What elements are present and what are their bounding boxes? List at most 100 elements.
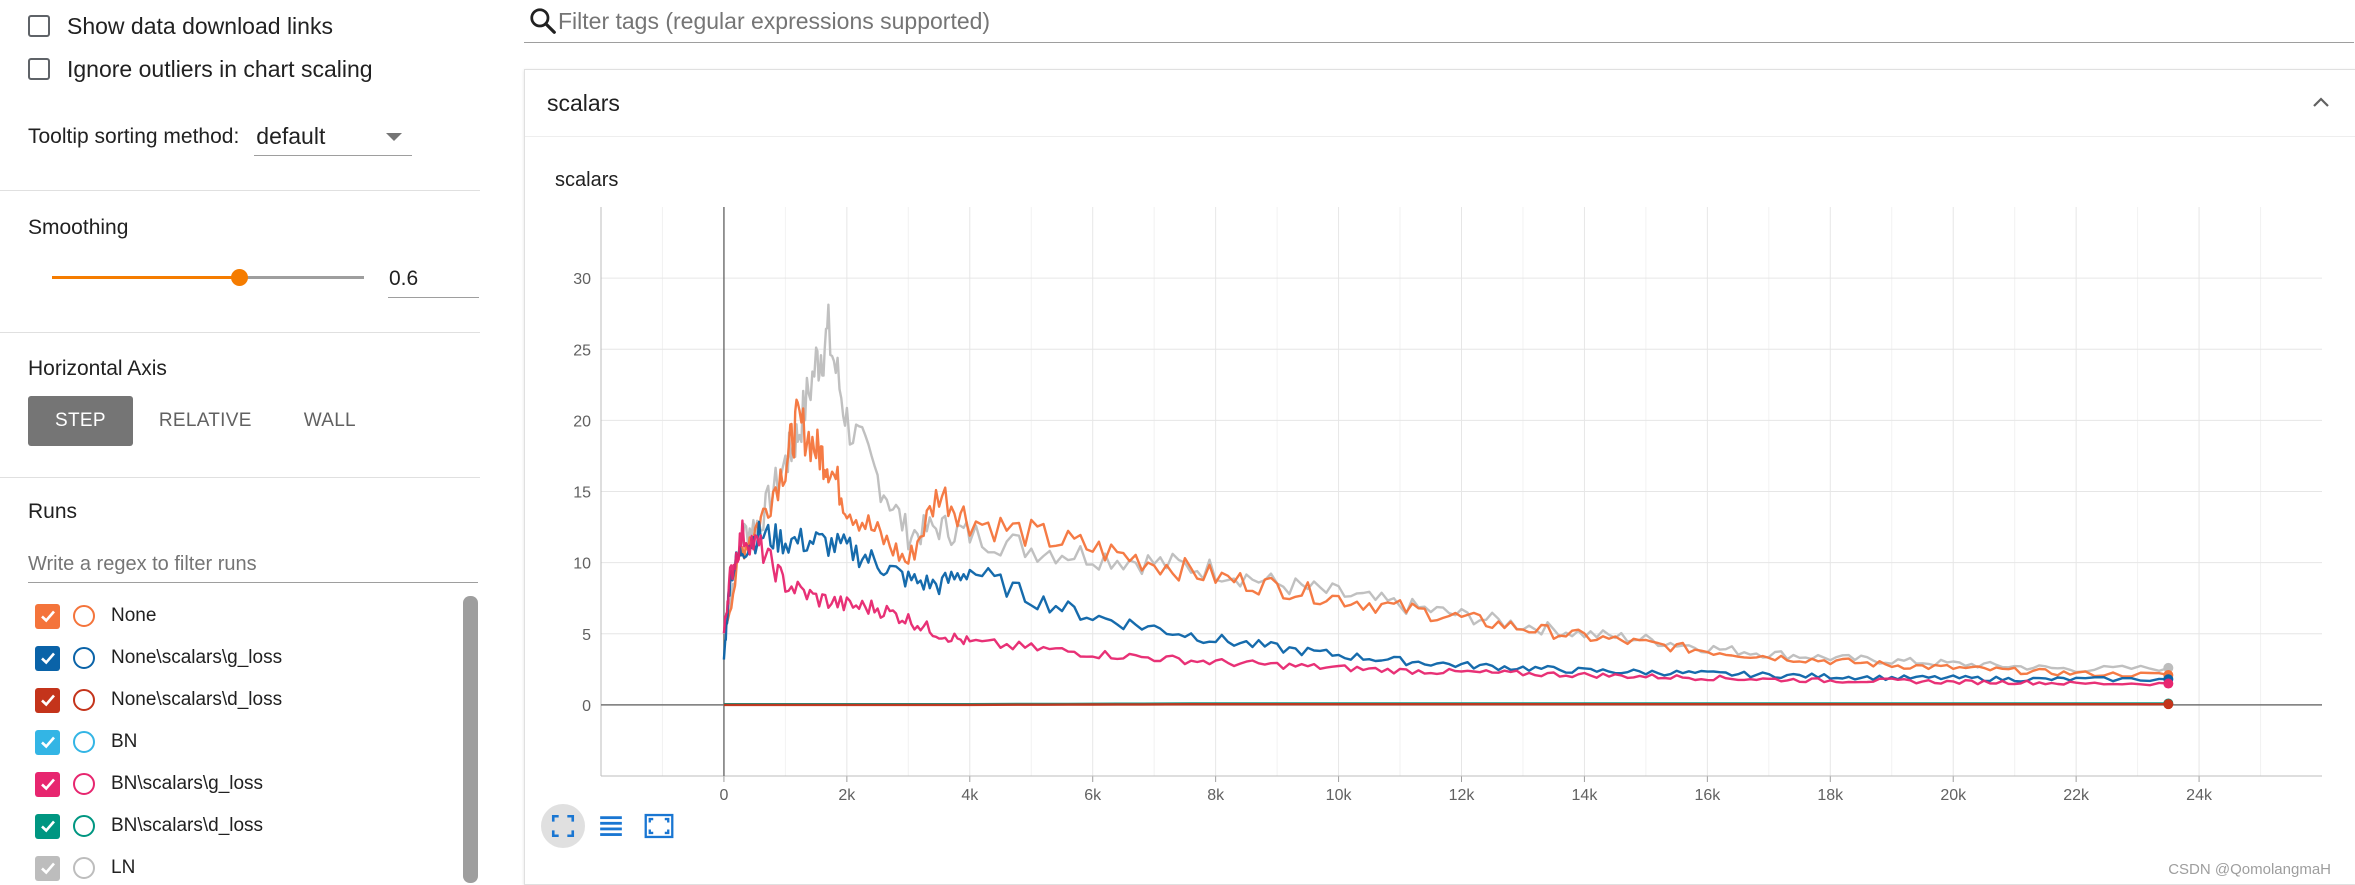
divider	[0, 332, 480, 333]
smoothing-input[interactable]: 0.6	[388, 261, 479, 298]
x-tick-label: 20k	[1940, 787, 1967, 800]
chevron-down-icon	[386, 132, 403, 141]
series-line	[722, 519, 2169, 687]
run-label: None\scalars\d_loss	[111, 689, 283, 710]
y-tick-label: 10	[573, 556, 591, 573]
horizontal-axis-title: Horizontal Axis	[28, 357, 167, 380]
series-end-point	[2163, 662, 2174, 673]
run-color-circle[interactable]	[73, 857, 95, 879]
check-icon	[40, 820, 55, 833]
y-tick-label: 5	[582, 627, 591, 644]
x-tick-label: 14k	[1572, 787, 1599, 800]
smoothing-slider[interactable]	[52, 269, 364, 286]
x-tick-label: 22k	[2063, 787, 2090, 800]
tag-filter-input[interactable]: Filter tags (regular expressions support…	[558, 7, 991, 34]
run-label: BN	[111, 731, 138, 752]
zoom-fit-icon	[644, 813, 674, 839]
runs-filter-input[interactable]: Write a regex to filter runs	[28, 546, 478, 583]
x-tick-label: 2k	[838, 787, 856, 800]
run-checkbox[interactable]	[35, 855, 60, 881]
check-icon	[40, 736, 55, 749]
run-color-circle[interactable]	[73, 731, 95, 753]
slider-fill	[52, 276, 240, 279]
ignore-outliers-label: Ignore outliers in chart scaling	[67, 55, 373, 82]
list-icon	[600, 816, 622, 836]
ignore-outliers-checkbox-row[interactable]: Ignore outliers in chart scaling	[28, 53, 373, 85]
card-header[interactable]: scalars	[525, 70, 2355, 137]
run-label: None\scalars\g_loss	[111, 647, 283, 668]
run-checkbox[interactable]	[35, 729, 60, 755]
smoothing-title: Smoothing	[28, 216, 129, 239]
run-checkbox[interactable]	[35, 603, 60, 629]
x-tick-label: 0	[719, 787, 728, 800]
run-color-circle[interactable]	[73, 815, 95, 837]
series-end-point	[2163, 699, 2174, 710]
y-tick-label: 20	[573, 413, 591, 430]
divider	[0, 477, 480, 478]
tag-filter-bar[interactable]: Filter tags (regular expressions support…	[524, 0, 2354, 43]
check-icon	[40, 694, 55, 707]
run-label: BN\scalars\d_loss	[111, 815, 264, 836]
run-color-circle[interactable]	[73, 689, 95, 711]
run-checkbox[interactable]	[35, 771, 60, 797]
run-color-circle[interactable]	[73, 605, 95, 627]
run-row[interactable]: LN	[35, 852, 135, 884]
x-tick-label: 4k	[961, 787, 979, 800]
run-color-circle[interactable]	[73, 773, 95, 795]
check-icon	[40, 652, 55, 665]
run-row[interactable]: None	[35, 600, 156, 632]
series-end-point	[2163, 678, 2174, 689]
run-row[interactable]: None\scalars\d_loss	[35, 684, 282, 716]
x-tick-label: 16k	[1694, 787, 1721, 800]
axis-wall-button[interactable]: WALL	[303, 410, 356, 431]
run-label: LN	[111, 857, 136, 878]
run-row[interactable]: BN	[35, 726, 137, 758]
scalars-chart[interactable]: 0 2k 4k 6k 8k 10k 12k 14k 16k 18k 20k 22k 24k 0 5 10 15 2…	[525, 70, 2355, 800]
fullscreen-icon	[551, 814, 575, 838]
x-tick-label: 10k	[1326, 787, 1353, 800]
axis-step-button[interactable]: STEP	[28, 396, 133, 446]
run-checkbox[interactable]	[35, 687, 60, 713]
run-color-circle[interactable]	[73, 647, 95, 669]
run-row[interactable]: BN\scalars\d_loss	[35, 810, 263, 842]
run-row[interactable]: None\scalars\g_loss	[35, 642, 282, 674]
y-tick-label: 0	[582, 698, 591, 715]
runs-scrollbar[interactable]	[463, 596, 478, 883]
reset-zoom-button[interactable]	[637, 804, 681, 848]
series-line	[722, 520, 2169, 683]
chart-title: scalars	[555, 169, 619, 191]
x-tick-label: 24k	[2186, 787, 2213, 800]
runs-title: Runs	[28, 500, 78, 523]
show-download-checkbox[interactable]	[28, 15, 50, 37]
chevron-up-icon[interactable]	[2309, 91, 2333, 115]
divider	[0, 190, 480, 191]
slider-thumb[interactable]	[231, 269, 249, 286]
check-icon	[40, 778, 55, 791]
run-row[interactable]: BN\scalars\g_loss	[35, 768, 263, 800]
tooltip-sorting-row: Tooltip sorting method: default	[28, 118, 413, 156]
sidebar: Show data download links Ignore outliers…	[0, 0, 480, 883]
tooltip-sorting-select[interactable]: default	[254, 118, 413, 156]
x-tick-label: 6k	[1084, 787, 1102, 800]
run-checkbox[interactable]	[35, 645, 60, 671]
fit-domain-button[interactable]	[541, 804, 585, 848]
x-tick-label: 12k	[1449, 787, 1476, 800]
toggle-log-button[interactable]	[589, 804, 633, 848]
ignore-outliers-checkbox[interactable]	[28, 58, 50, 80]
show-download-label: Show data download links	[67, 12, 333, 39]
x-tick-label: 18k	[1817, 787, 1844, 800]
show-download-checkbox-row[interactable]: Show data download links	[28, 10, 333, 42]
y-tick-label: 25	[573, 342, 591, 359]
axis-relative-button[interactable]: RELATIVE	[158, 410, 252, 431]
x-tick-label: 8k	[1207, 787, 1225, 800]
series-line	[723, 703, 2169, 707]
series-line	[723, 398, 2169, 678]
tooltip-sorting-value: default	[256, 123, 326, 149]
search-icon	[530, 8, 556, 34]
check-icon	[40, 610, 55, 623]
run-label: None	[111, 605, 157, 626]
run-checkbox[interactable]	[35, 813, 60, 839]
check-icon	[40, 862, 55, 875]
y-tick-label: 30	[573, 271, 591, 288]
y-tick-label: 15	[573, 485, 591, 502]
